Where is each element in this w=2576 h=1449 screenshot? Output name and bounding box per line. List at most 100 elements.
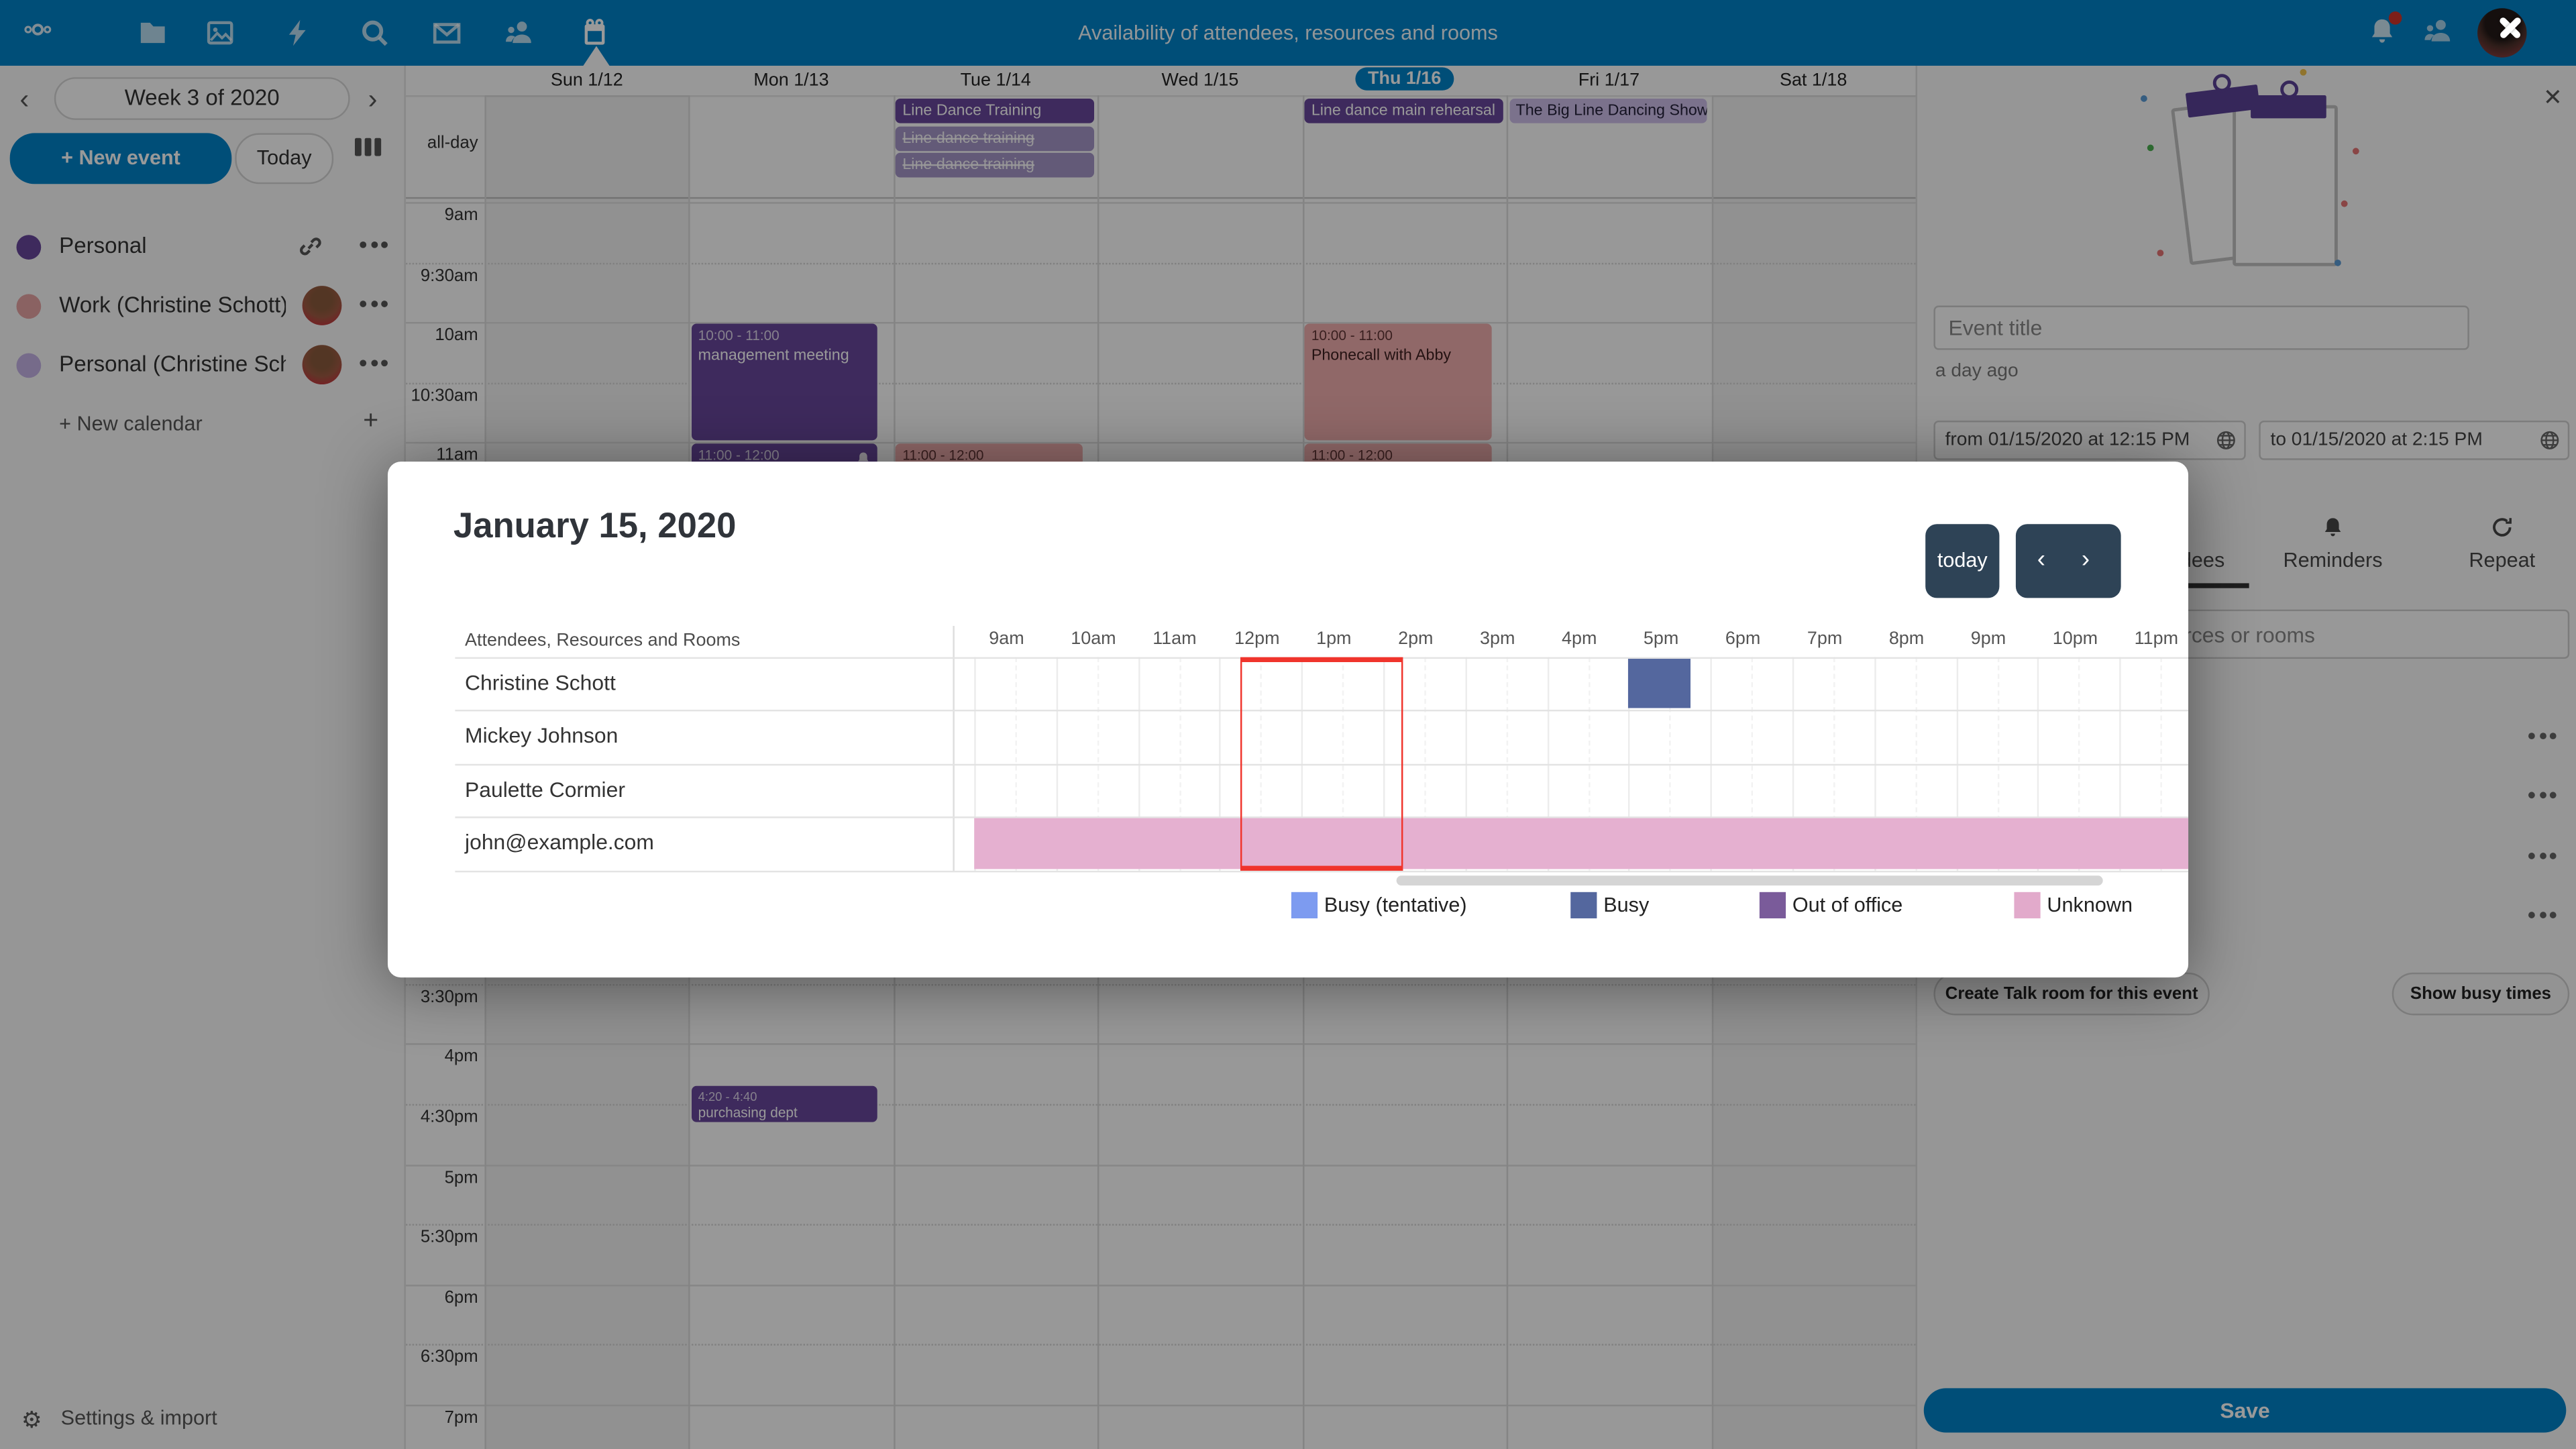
timezone-globe-icon[interactable] (2540, 431, 2559, 450)
day-header-today[interactable]: Thu 1/16 (1302, 67, 1507, 97)
modal-date-title: January 15, 2020 (453, 506, 737, 546)
show-busy-times-button[interactable]: Show busy times (2392, 972, 2570, 1016)
modal-nav-buttons: ‹ › (2015, 524, 2121, 598)
menu-dot (2538, 733, 2546, 740)
modal-hour-label: 7pm (1807, 629, 1843, 649)
attendee-row-actions-menu[interactable] (2528, 733, 2561, 743)
calendar-actions-menu[interactable] (360, 301, 389, 311)
day-header[interactable]: Sat 1/18 (1779, 70, 1847, 91)
day-header[interactable]: Sun 1/12 (550, 70, 623, 91)
day-header[interactable]: Fri 1/17 (1578, 70, 1640, 91)
calendar-list-item[interactable]: Personal (0, 219, 406, 274)
gear-icon: ⚙ (21, 1406, 42, 1433)
legend-swatch-4 (2014, 892, 2041, 918)
modal-today-button[interactable]: today (1925, 524, 2000, 598)
menu-dot (2538, 792, 2546, 799)
next-week-button[interactable]: › (368, 83, 378, 115)
attendee-row-actions-menu[interactable] (2528, 912, 2561, 922)
contacts-menu-icon[interactable] (2423, 16, 2453, 46)
calendar-color-dot (16, 293, 42, 318)
files-app-icon[interactable] (138, 18, 168, 48)
calendar-actions-menu[interactable] (360, 360, 389, 370)
event-start-input[interactable] (1933, 420, 2246, 460)
halfhour-line (405, 382, 1916, 384)
modal-hour-label: 9pm (1970, 629, 2006, 649)
timed-event[interactable]: 10:00 - 11:00 management meeting (691, 323, 878, 441)
allday-row-label: all-day (427, 133, 478, 153)
attendees-column-header: Attendees, Resources and Rooms (465, 631, 741, 651)
legend-label: Busy (tentative) (1324, 894, 1467, 917)
menu-dot (360, 241, 367, 248)
last-modified-label: a day ago (1935, 361, 2019, 382)
nextcloud-logo[interactable] (23, 15, 99, 51)
modal-next-button[interactable]: › (2081, 545, 2090, 574)
modal-hour-label: 11pm (2134, 629, 2179, 649)
menu-dot (370, 301, 378, 307)
close-icon[interactable]: ✕ (2543, 83, 2563, 111)
timeline-scrollbar[interactable] (1396, 875, 2103, 886)
modal-prev-button[interactable]: ‹ (2037, 545, 2045, 574)
modal-hour-label: 10pm (2052, 629, 2098, 649)
notification-badge (2388, 11, 2402, 25)
day-header[interactable]: Wed 1/15 (1161, 70, 1239, 91)
calendar-app-icon[interactable] (580, 18, 609, 48)
day-header[interactable]: Tue 1/14 (960, 70, 1031, 91)
hour-line (405, 202, 1916, 204)
calendar-list-item[interactable]: Personal (Christine Scho… (0, 337, 406, 392)
modal-hour-label: 3pm (1480, 629, 1515, 649)
today-button[interactable]: Today (235, 133, 334, 184)
share-link-icon[interactable] (299, 235, 322, 258)
settings-import-button[interactable]: ⚙ Settings & import (21, 1406, 217, 1433)
menu-dot (2549, 792, 2557, 799)
calendar-list-item[interactable]: Work (Christine Schott) (0, 278, 406, 333)
day-header[interactable]: Mon 1/13 (753, 70, 829, 91)
calendar-actions-menu[interactable] (360, 241, 389, 252)
allday-event[interactable]: The Big Line Dancing Show (1509, 98, 1707, 123)
event-end-input[interactable] (2259, 420, 2570, 460)
calendar-color-dot (16, 352, 42, 378)
modal-hour-label: 5pm (1643, 629, 1679, 649)
legend-swatch-3 (1759, 892, 1786, 918)
search-app-icon[interactable] (360, 18, 389, 48)
timezone-globe-icon[interactable] (2216, 431, 2236, 450)
event-title-input[interactable] (1933, 305, 2469, 350)
week-selector-button[interactable]: Week 3 of 2020 (54, 77, 350, 120)
tab-repeat[interactable]: Repeat (2430, 516, 2575, 588)
contacts-app-icon[interactable] (504, 18, 534, 48)
attendee-row-actions-menu[interactable] (2528, 853, 2561, 863)
mail-app-icon[interactable] (432, 18, 462, 48)
save-button[interactable]: Save (1923, 1388, 2567, 1433)
timed-event[interactable]: 10:00 - 11:00 Phonecall with Abby (1305, 323, 1491, 441)
view-toggle-button[interactable] (354, 138, 384, 158)
legend-label: Out of office (1792, 894, 1903, 917)
attendee-row-actions-menu[interactable] (2528, 792, 2561, 802)
notifications-bell-icon[interactable] (2367, 11, 2402, 46)
allday-event[interactable]: Line dance main rehearsal (1305, 98, 1503, 123)
plus-icon[interactable]: + (363, 407, 379, 435)
calendar-owner-avatar (302, 286, 342, 325)
allday-event[interactable]: Line dance training (896, 152, 1094, 178)
modal-hour-label: 8pm (1888, 629, 1925, 649)
new-calendar-button[interactable]: + New calendar (59, 412, 203, 435)
allday-event[interactable]: Line Dance Training (896, 98, 1094, 123)
previous-week-button[interactable]: ‹ (19, 83, 30, 115)
halfhour-line (405, 983, 1916, 985)
calendar-owner-avatar (302, 345, 342, 385)
menu-dot (2528, 912, 2535, 918)
calendar-color-dot (16, 233, 42, 259)
allday-event[interactable]: Line dance training (896, 125, 1094, 151)
new-event-button[interactable]: + New event (9, 133, 232, 184)
selected-time-range[interactable] (1240, 657, 1404, 870)
halfhour-line (405, 1344, 1916, 1346)
halfhour-line (405, 1104, 1916, 1106)
modal-hour-label: 11am (1152, 629, 1197, 649)
timed-event[interactable]: 4:20 - 4:40 purchasing dept (691, 1085, 878, 1123)
hour-line (405, 1404, 1916, 1407)
activity-app-icon[interactable] (282, 18, 312, 48)
availability-modal: January 15, 2020 today ‹ › Attendees, Re… (387, 462, 2189, 978)
tab-reminders[interactable]: Reminders (2259, 516, 2406, 588)
modal-hour-label: 6pm (1725, 629, 1761, 649)
photos-app-icon[interactable] (205, 18, 235, 48)
modal-hour-label: 2pm (1398, 629, 1434, 649)
create-talk-room-button[interactable]: Create Talk room for this event (1933, 972, 2210, 1016)
